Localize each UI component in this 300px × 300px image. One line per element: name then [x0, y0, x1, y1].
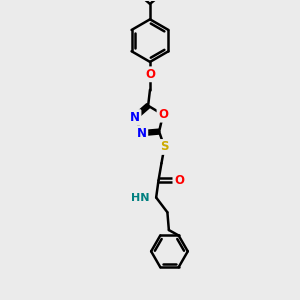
Text: O: O [158, 108, 168, 121]
Text: N: N [137, 127, 147, 140]
Text: N: N [130, 111, 140, 124]
Text: O: O [174, 174, 184, 187]
Text: HN: HN [131, 193, 150, 202]
Text: O: O [145, 68, 155, 81]
Text: S: S [160, 140, 169, 154]
